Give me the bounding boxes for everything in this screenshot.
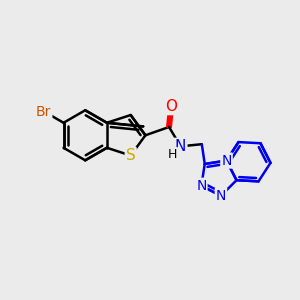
- Text: N: N: [175, 139, 186, 154]
- Text: N: N: [221, 154, 232, 168]
- Text: N: N: [216, 189, 226, 203]
- Text: N: N: [196, 179, 206, 193]
- Text: S: S: [126, 148, 136, 163]
- Text: O: O: [165, 99, 177, 114]
- Text: H: H: [168, 148, 177, 161]
- Text: Br: Br: [36, 105, 51, 119]
